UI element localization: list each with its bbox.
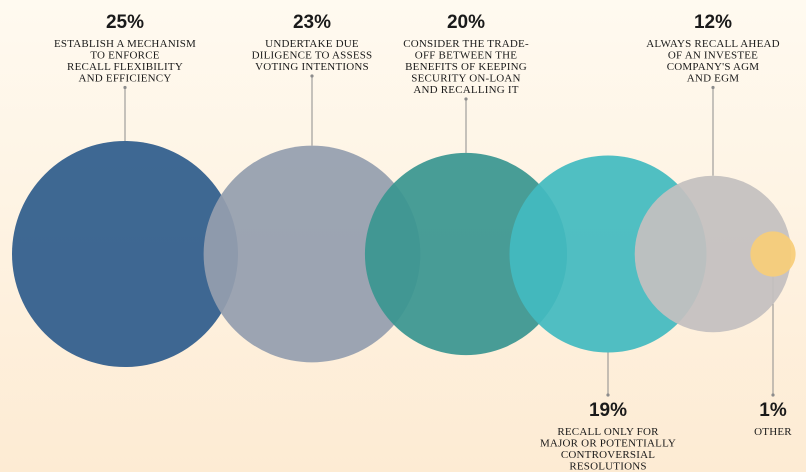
leader-dot-6 bbox=[771, 393, 775, 397]
category-label-3-line-1: CONSIDER THE TRADE- bbox=[403, 38, 529, 50]
bubble-5 bbox=[634, 175, 792, 333]
value-label-4: 19% bbox=[589, 400, 627, 421]
category-label-3-line-5: AND RECALLING IT bbox=[413, 84, 518, 96]
category-label-6-line-1: OTHER bbox=[754, 426, 792, 438]
category-label-4-line-1: RECALL ONLY FOR bbox=[557, 426, 659, 438]
category-label-3-line-2: OFF BETWEEN THE bbox=[415, 50, 517, 62]
category-label-5-line-2: OF AN INVESTEE bbox=[668, 50, 758, 62]
leader-dot-3 bbox=[464, 97, 468, 101]
category-label-1-line-3: RECALL FLEXIBILITY bbox=[67, 61, 183, 73]
category-label-3-line-3: BENEFITS OF KEEPING bbox=[405, 61, 527, 73]
category-label-1-line-1: ESTABLISH A MECHANISM bbox=[54, 38, 196, 50]
leader-dot-5 bbox=[711, 85, 715, 90]
bubbles bbox=[12, 141, 796, 367]
value-label-3: 20% bbox=[447, 12, 485, 33]
value-label-2: 23% bbox=[293, 12, 331, 33]
category-label-2-line-2: DILIGENCE TO ASSESS bbox=[252, 50, 373, 62]
leader-dot-1 bbox=[123, 85, 127, 90]
value-label-5: 12% bbox=[694, 12, 732, 33]
category-label-5-line-4: AND EGM bbox=[687, 73, 739, 85]
category-label-5-line-3: COMPANY'S AGM bbox=[667, 61, 760, 73]
category-label-4-line-2: MAJOR OR POTENTIALLY bbox=[540, 438, 676, 450]
bubble-3 bbox=[364, 152, 568, 356]
category-label-4-line-3: CONTROVERSIAL bbox=[561, 449, 655, 461]
category-label-4-line-4: RESOLUTIONS bbox=[569, 461, 646, 472]
category-label-1-line-4: AND EFFICIENCY bbox=[79, 73, 172, 85]
category-label-2-line-3: VOTING INTENTIONS bbox=[255, 61, 369, 73]
bubble-2 bbox=[203, 145, 421, 363]
bubble-1 bbox=[12, 141, 238, 367]
leader-dot-2 bbox=[310, 74, 314, 78]
category-label-2-line-1: UNDERTAKE DUE bbox=[265, 38, 359, 50]
category-label-5-line-1: ALWAYS RECALL AHEAD bbox=[646, 38, 780, 50]
category-label-1-line-2: TO ENFORCE bbox=[90, 50, 159, 62]
value-label-6: 1% bbox=[759, 400, 787, 421]
category-label-3-line-4: SECURITY ON-LOAN bbox=[411, 73, 520, 85]
value-label-1: 25% bbox=[106, 12, 144, 33]
leader-dot-4 bbox=[606, 393, 610, 397]
bubble-6 bbox=[750, 231, 796, 277]
